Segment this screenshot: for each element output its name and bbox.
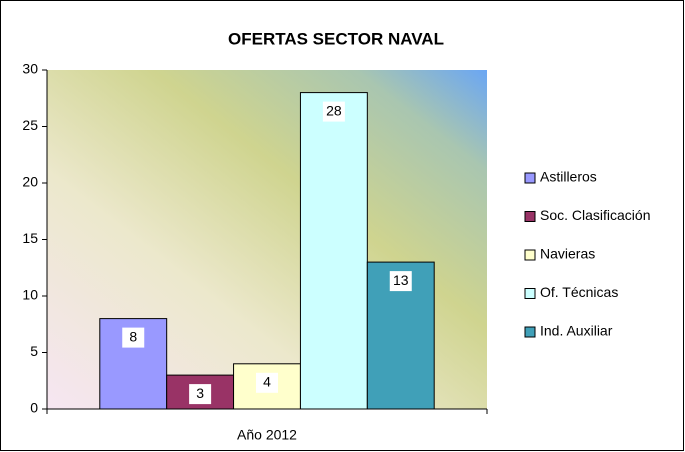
data-label-box [322,101,345,122]
data-label-box [389,271,412,292]
x-tick-label: Año 2012 [237,427,297,443]
y-tick-label: 20 [22,174,38,190]
legend-label: Astilleros [540,169,597,185]
legend-swatch [524,211,536,222]
data-label: 13 [393,272,409,288]
y-tick-label: 25 [22,117,38,133]
data-label: 3 [196,385,204,401]
bar [233,363,301,410]
legend-label: Navieras [540,246,595,262]
y-tick-label: 30 [22,61,38,77]
chart-title: OFERTAS SECTOR NAVAL [228,29,444,48]
legend-swatch [524,288,536,299]
y-tick-label: 0 [30,400,38,416]
legend-swatch [524,326,536,338]
legend-swatch [524,249,536,261]
data-label-box [189,384,212,405]
data-label: 28 [326,102,342,118]
legend-swatch [524,172,536,184]
y-tick-label: 5 [30,343,38,359]
data-label-box [256,372,278,393]
data-label: 8 [129,328,137,344]
data-label: 4 [263,374,271,390]
y-tick-label: 15 [22,230,38,246]
legend-label: Ind. Auxiliar [540,323,613,339]
y-tick-label: 10 [22,287,38,303]
legend-label: Of. Técnicas [540,284,618,300]
data-label-box [122,327,145,348]
bar [299,92,368,410]
legend-label: Soc. Clasificación [540,207,651,223]
